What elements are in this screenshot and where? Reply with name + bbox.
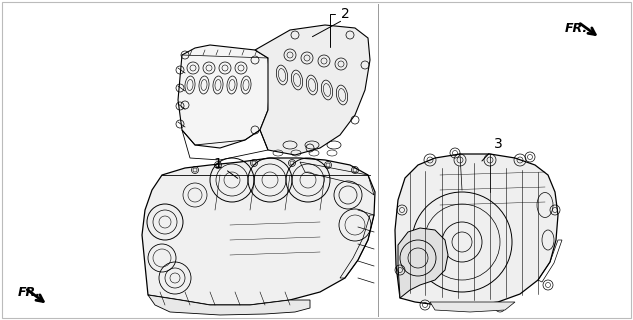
Polygon shape [142,158,375,305]
Text: 1: 1 [213,157,238,178]
Polygon shape [148,295,310,315]
Polygon shape [255,25,370,155]
Text: 3: 3 [482,137,503,161]
Text: FR.: FR. [565,22,588,35]
Polygon shape [398,228,448,298]
Polygon shape [430,302,515,312]
Polygon shape [178,45,270,148]
Text: FR.: FR. [18,286,41,299]
Text: 2: 2 [330,7,349,47]
Polygon shape [395,154,558,306]
